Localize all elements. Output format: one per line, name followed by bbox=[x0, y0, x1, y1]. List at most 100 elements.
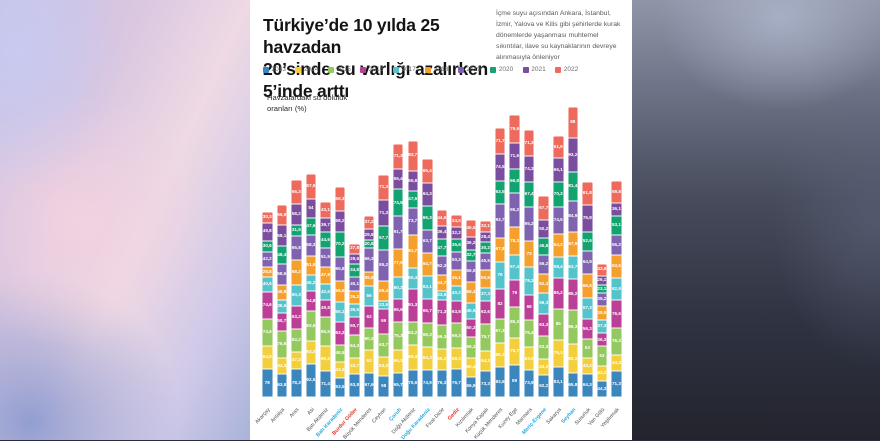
segment-value-label: 63,7 bbox=[379, 342, 389, 348]
segment-value-label: 57,3 bbox=[582, 305, 592, 311]
bar-segment-2020: 47,5 bbox=[407, 190, 418, 208]
bar-segment-2021: 28,4 bbox=[480, 232, 491, 243]
bar-segment-2016: 63,2 bbox=[291, 306, 302, 330]
bar-segment-2018: 44,7 bbox=[436, 275, 448, 292]
bar-segment-2019: 55,2 bbox=[538, 254, 549, 275]
bar-segment-2020: 45,8 bbox=[538, 238, 549, 255]
legend-item-2013: 2013 bbox=[263, 66, 286, 73]
bar-segment-2013: 71,4 bbox=[320, 371, 331, 397]
bar-segment-2015: 80,5 bbox=[320, 317, 331, 347]
background-photo-left bbox=[0, 0, 250, 440]
segment-value-label: 43,1 bbox=[320, 206, 330, 212]
bar-kuzey-ege: 89 75,7 85,3 76 67,4 78,3 95,2 66,8 71,6 79,6 bbox=[509, 114, 520, 397]
segment-value-label: 64,8 bbox=[582, 259, 592, 265]
bar-segment-2018: 64,2 bbox=[553, 233, 564, 257]
legend-item-2014: 2014 bbox=[295, 66, 318, 73]
bar-segment-2018: 91,7 bbox=[407, 234, 418, 268]
bar-segment-2016: 76 bbox=[509, 279, 520, 308]
bar-segment-2022: 61,9 bbox=[553, 135, 564, 158]
bar-segment-2014: 53,3 bbox=[378, 356, 389, 377]
segment-value-label: 45,5 bbox=[481, 258, 490, 264]
segment-value-label: 67,6 bbox=[364, 381, 374, 387]
segment-value-label: 61,9 bbox=[553, 143, 563, 149]
segment-value-label: 37,3 bbox=[597, 323, 607, 329]
legend-swatch bbox=[295, 66, 302, 73]
bar-segment-2018: 67,9 bbox=[567, 231, 579, 257]
segment-value-label: 59,6 bbox=[335, 288, 345, 294]
bar-segment-2022: 66,4 bbox=[422, 159, 433, 184]
bar-segment-2017: 67,4 bbox=[509, 255, 520, 280]
segment-value-label: 42,6 bbox=[320, 288, 330, 294]
bar-segment-2015: 85 bbox=[553, 309, 564, 340]
bar-segment-2016: 50,2 bbox=[465, 319, 477, 338]
bar-segment-2016: 69 bbox=[378, 309, 389, 335]
bar-segment-2017: 62,9 bbox=[611, 277, 622, 301]
bar-segment-2021: 36,2 bbox=[465, 236, 477, 250]
bar-segment-2021: 71,3 bbox=[378, 200, 389, 227]
bar-segment-2020: 44,6 bbox=[320, 232, 331, 249]
bar-segment-2016: 68 bbox=[523, 295, 535, 320]
segment-value-label: 96,3 bbox=[568, 323, 578, 329]
bar-segment-2017: 22,6 bbox=[378, 301, 389, 310]
segment-value-label: 39,7 bbox=[320, 221, 330, 227]
bar-segment-2017: 58,4 bbox=[553, 257, 564, 279]
bar-segment-2014: 63,3 bbox=[305, 340, 317, 364]
segment-value-label: 44,7 bbox=[437, 279, 447, 285]
segment-value-label: 74,5 bbox=[393, 199, 403, 205]
bar-segment-2015: 75,3 bbox=[392, 322, 404, 350]
bar-segment-2015: 76,4 bbox=[523, 319, 535, 348]
segment-value-label: 71,3 bbox=[611, 380, 621, 386]
bar-segment-2017: 45,2 bbox=[305, 274, 317, 292]
bar-segment-2021: 71,6 bbox=[509, 143, 520, 169]
segment-value-label: 51,6 bbox=[306, 262, 316, 268]
segment-value-label: 76,7 bbox=[451, 379, 461, 385]
bar-segment-2015: 60,3 bbox=[363, 328, 375, 350]
annotation-text: İçme suyu açısından Ankara, İstanbul, İz… bbox=[496, 10, 621, 61]
segment-value-label: 52,6 bbox=[582, 238, 592, 244]
segment-value-label: 42,2 bbox=[262, 256, 272, 262]
segment-value-label: 56,5 bbox=[466, 268, 476, 274]
bar-segment-2014: 66,3 bbox=[494, 343, 506, 367]
bar-segment-2015: 75,6 bbox=[276, 330, 288, 359]
bar-segment-2021: 74,3 bbox=[523, 155, 535, 183]
bar-segment-2013: 65,8 bbox=[567, 373, 579, 397]
legend-year-label: 2022 bbox=[563, 66, 579, 73]
basin-name: Ceyhan bbox=[371, 407, 389, 425]
segment-value-label: 71,3 bbox=[379, 184, 389, 190]
segment-value-label: 67,7 bbox=[379, 234, 389, 240]
legend-swatch bbox=[263, 66, 269, 73]
segment-value-label: 83,6 bbox=[306, 322, 316, 328]
bar-segment-2017: 37,3 bbox=[480, 287, 491, 302]
segment-value-label: 33,5 bbox=[451, 218, 461, 223]
segment-value-label: 84,9 bbox=[568, 213, 578, 219]
bar-segment-2019: 50,3 bbox=[451, 251, 462, 270]
bar-segment-2019: 91,7 bbox=[392, 216, 404, 250]
bar-segment-2021: 58,1 bbox=[276, 225, 288, 247]
bar-segment-2013: 75,6 bbox=[407, 369, 418, 397]
bar-segment-2014: 76,3 bbox=[553, 339, 564, 368]
segment-value-label: 45,2 bbox=[306, 279, 316, 285]
bar-segment-2022: 45,5 bbox=[465, 220, 477, 237]
segment-value-label: 50,2 bbox=[539, 225, 549, 231]
segment-value-label: 63,7 bbox=[422, 238, 432, 244]
legend-item-2015: 2015 bbox=[327, 66, 351, 73]
bar-segment-2019: 35,2 bbox=[596, 293, 608, 307]
bar-segment-2018: 51,6 bbox=[305, 256, 317, 275]
bar-segment-2015: 66,3 bbox=[422, 323, 433, 347]
segment-value-label: 91,7 bbox=[408, 247, 418, 253]
legend-swatch bbox=[360, 66, 367, 73]
segment-value-label: 67,7 bbox=[539, 204, 549, 210]
segment-value-label: 80,3 bbox=[568, 355, 578, 361]
segment-value-label: 51,9 bbox=[320, 254, 330, 260]
segment-value-label: 67,4 bbox=[524, 191, 534, 197]
bar-segment-2018: 28,8 bbox=[262, 266, 273, 278]
bar-segment-2019: 85,2 bbox=[378, 250, 389, 282]
segment-value-label: 67,8 bbox=[495, 246, 505, 252]
bar-segment-2014: 43,2 bbox=[334, 362, 346, 378]
segment-value-label: 54,3 bbox=[481, 357, 490, 363]
bar-segment-2015: 67,3 bbox=[494, 318, 506, 344]
segment-value-label: 74,6 bbox=[262, 302, 272, 308]
segment-value-label: 47,7 bbox=[437, 244, 447, 250]
basin-name: Asi bbox=[305, 407, 316, 417]
segment-value-label: 85,3 bbox=[510, 319, 520, 325]
